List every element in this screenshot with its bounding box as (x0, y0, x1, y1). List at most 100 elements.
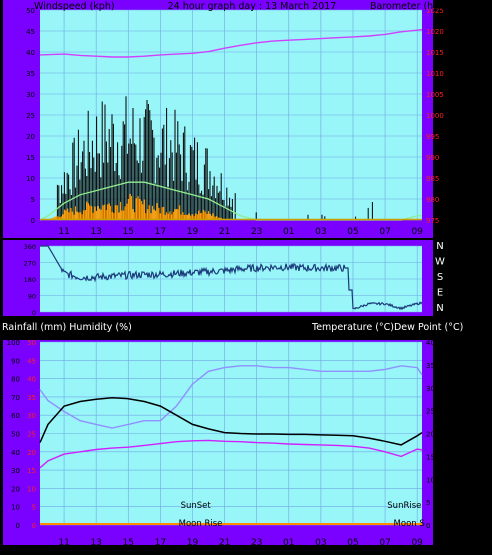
compass-label: N (436, 241, 443, 252)
temp-y-tick: 40 (426, 339, 435, 347)
temp-y-tick: 15 (426, 453, 435, 461)
temp-x-tick: 13 (90, 538, 101, 548)
rain-y-tick: 40 (27, 376, 36, 384)
rain-y-tick: 10 (27, 485, 36, 493)
compass-label: W (435, 257, 445, 268)
wind-y-tick: 10 (26, 175, 35, 183)
compass-label: N (436, 303, 443, 314)
compass-label: E (437, 288, 443, 299)
pressure-y-tick: 995 (426, 133, 439, 141)
pressure-axis-label: Barometer (hpa) (370, 1, 449, 12)
direction-y-tick: 270 (24, 260, 36, 268)
humidity-y-tick: 30 (11, 467, 20, 475)
humidity-line (39, 365, 423, 429)
wind-x-tick: 11 (58, 227, 69, 237)
rain-y-tick: 0 (32, 522, 36, 530)
wind-x-tick: 17 (155, 227, 166, 237)
graph-title: 24 hour graph day : 13 March 2017 (168, 1, 337, 12)
temp-x-tick: 21 (219, 538, 230, 548)
direction-line (40, 245, 423, 311)
humidity-y-tick: 90 (11, 357, 20, 365)
temperature-axis-label: Temperature (°C)Dew Point (°C) (311, 322, 463, 333)
temp-x-tick: 01 (283, 538, 294, 548)
moonrise-annotation: Moon Rise (179, 519, 223, 529)
temp-x-tick: 05 (347, 538, 358, 548)
temp-x-tick: 03 (315, 538, 326, 548)
pressure-y-tick: 1000 (426, 112, 444, 120)
wind-y-tick: 40 (26, 49, 35, 57)
rain-y-tick: 25 (27, 431, 36, 439)
rain-humidity-axis-label: Rainfall (mm) Humidity (%) (2, 322, 132, 333)
wind-x-tick: 05 (347, 227, 358, 237)
wind-y-tick: 20 (26, 133, 35, 141)
pressure-y-tick: 975 (426, 217, 439, 225)
wind-x-tick: 15 (123, 227, 134, 237)
rain-y-tick: 35 (27, 394, 36, 402)
wind-x-tick: 23 (251, 227, 262, 237)
humidity-y-tick: 40 (11, 449, 20, 457)
pressure-y-tick: 1020 (426, 28, 444, 36)
pressure-y-tick: 1015 (426, 49, 444, 57)
sunset-annotation: SunSet (181, 501, 212, 511)
temp-x-tick: 11 (58, 538, 69, 548)
moonset-annotation: Moon S (394, 519, 425, 529)
temp-x-tick: 17 (155, 538, 166, 548)
humidity-y-tick: 20 (11, 485, 20, 493)
wind-x-tick: 07 (379, 227, 390, 237)
humidity-y-tick: 50 (11, 431, 20, 439)
pressure-line (39, 29, 423, 58)
sunrise-annotation: SunRise (387, 501, 421, 511)
humidity-y-tick: 70 (11, 394, 20, 402)
wind-y-tick: 45 (26, 28, 35, 36)
wind-x-tick: 21 (219, 227, 230, 237)
temperature-line (39, 397, 423, 446)
rain-y-tick: 15 (27, 467, 36, 475)
wind-x-tick: 03 (315, 227, 326, 237)
humidity-y-tick: 80 (11, 376, 20, 384)
temp-x-tick: 23 (251, 538, 262, 548)
dewpoint-line (39, 439, 423, 469)
pressure-y-tick: 990 (426, 154, 439, 162)
wind-y-tick: 15 (26, 154, 35, 162)
temp-x-tick: 09 (411, 538, 423, 548)
pressure-y-tick: 1010 (426, 70, 444, 78)
temp-x-tick: 15 (123, 538, 134, 548)
direction-y-tick: 360 (24, 243, 36, 251)
wind-x-tick: 01 (283, 227, 294, 237)
rain-y-tick: 45 (27, 357, 36, 365)
humidity-y-tick: 100 (7, 339, 20, 347)
wind-axis-label: Windspeed (kph) (34, 1, 115, 12)
rain-y-tick: 5 (32, 504, 36, 512)
pressure-y-tick: 980 (426, 196, 439, 204)
wind-x-tick: 09 (411, 227, 423, 237)
pressure-y-tick: 1025 (426, 7, 444, 15)
compass-label: S (437, 272, 443, 283)
pressure-y-tick: 1005 (426, 91, 444, 99)
temp-y-tick: 20 (426, 431, 435, 439)
wind-x-tick: 19 (187, 227, 199, 237)
temp-x-tick: 07 (379, 538, 390, 548)
rain-y-tick: 20 (27, 449, 36, 457)
humidity-y-tick: 60 (11, 412, 20, 420)
wind-x-tick: 13 (90, 227, 101, 237)
rain-y-tick: 30 (27, 412, 36, 420)
wind-y-tick: 5 (31, 196, 35, 204)
humidity-y-tick: 10 (11, 504, 20, 512)
temp-x-tick: 19 (187, 538, 199, 548)
direction-y-tick: 180 (24, 276, 36, 284)
temp-y-tick: 35 (426, 362, 435, 370)
wind-y-tick: 50 (26, 7, 35, 15)
pressure-y-tick: 985 (426, 175, 439, 183)
direction-y-tick: 0 (32, 309, 36, 317)
temp-y-tick: 5 (426, 499, 430, 507)
wind-y-tick: 30 (26, 91, 35, 99)
wind-y-tick: 25 (26, 112, 35, 120)
wind-y-tick: 0 (31, 217, 35, 225)
temp-y-tick: 0 (426, 522, 430, 530)
temp-y-tick: 10 (426, 476, 435, 484)
temp-y-tick: 25 (426, 408, 435, 416)
rain-y-tick: 50 (27, 339, 36, 347)
wind-y-tick: 35 (26, 70, 35, 78)
